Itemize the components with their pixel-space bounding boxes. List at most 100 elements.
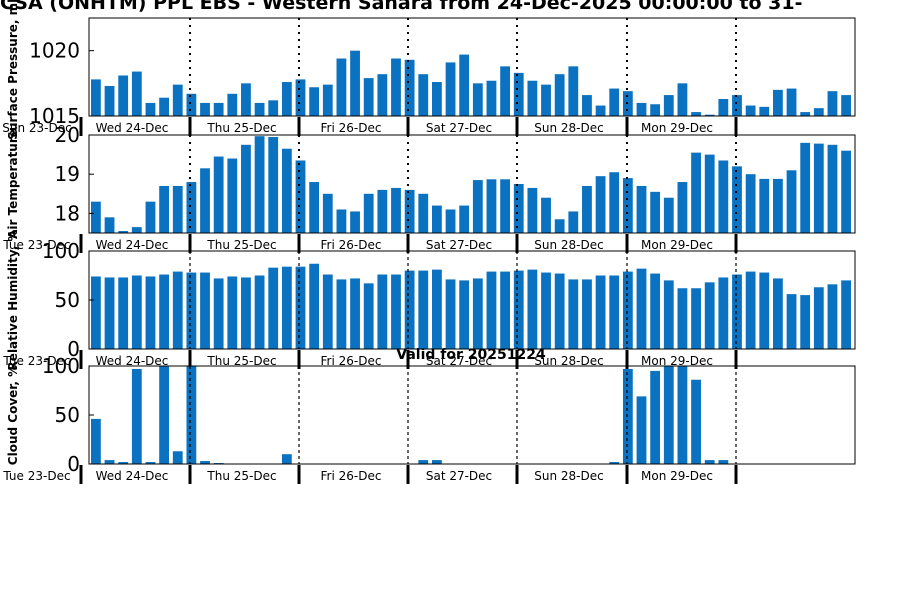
bar [459, 205, 470, 233]
bar [691, 379, 701, 464]
x-tick-label: Mon 29-Dec [641, 469, 713, 483]
x-tick-label: Mon 29-Dec [641, 238, 713, 252]
bar [568, 66, 579, 116]
bar [759, 272, 770, 349]
bar [227, 158, 238, 233]
bar [622, 271, 633, 349]
bar [677, 288, 688, 349]
bar [541, 197, 551, 233]
bar [650, 273, 661, 349]
x-tick-label: Fri 26-Dec [321, 354, 382, 368]
bar [377, 274, 388, 349]
y-tick-label: 18 [55, 201, 80, 225]
bar [773, 178, 783, 233]
bar [281, 82, 292, 116]
bar [486, 271, 497, 349]
bar [718, 277, 729, 349]
bar [691, 288, 701, 349]
bar [377, 74, 388, 116]
bar [172, 84, 183, 116]
bar [200, 168, 210, 233]
bar [609, 275, 620, 349]
bar [363, 193, 374, 233]
x-tick-label: Fri 26-Dec [321, 121, 382, 135]
bar [118, 462, 129, 464]
x-tick-label: Tue 23-Dec [2, 354, 70, 368]
bar [650, 104, 661, 116]
y-tick-label: 1020 [29, 39, 80, 63]
bar [786, 88, 797, 116]
bar [200, 272, 210, 349]
bar [322, 193, 333, 233]
bar [513, 72, 524, 116]
panel-2: 18 19 20 Tue 23-Dec Wed 24-Dec Thu 25-Dec Fri … [2, 123, 856, 253]
x-tick-label: Sat 27-Dec [426, 469, 492, 483]
bar [159, 185, 169, 233]
x-tick-label: Tue 23-Dec [2, 238, 70, 252]
bar [677, 83, 688, 116]
bar [350, 50, 360, 116]
bar [663, 95, 674, 116]
bar [704, 114, 715, 116]
bar [432, 269, 442, 349]
bar [718, 99, 729, 116]
bar [104, 460, 115, 464]
bar [295, 160, 306, 233]
chart-title: CSA (ONHTM) PPL EBS - Western Sahara fro… [0, 0, 803, 14]
bar [773, 89, 783, 116]
bar [472, 278, 483, 349]
bar [691, 112, 701, 116]
x-tick-label: Sat 27-Dec [426, 238, 492, 252]
bar [500, 271, 510, 349]
bar [582, 279, 592, 349]
chart-subtitle: Valid for 20251224 [396, 347, 546, 363]
bar [704, 154, 715, 233]
x-tick-label: Sun 28-Dec [534, 469, 603, 483]
bar [609, 88, 620, 116]
bar [663, 280, 674, 349]
bar [595, 105, 606, 116]
x-tick-label: Thu 25-Dec [206, 238, 276, 252]
bar [91, 79, 101, 116]
bar [404, 189, 415, 233]
bar [281, 148, 292, 233]
bar [241, 83, 251, 116]
plot-frame [88, 134, 856, 234]
bar [118, 75, 129, 116]
bar [554, 219, 565, 233]
bar [377, 189, 388, 233]
bar [650, 191, 661, 233]
bar [786, 294, 797, 349]
bar [622, 368, 633, 464]
y-tick-label: 100 [42, 354, 80, 378]
bar [582, 95, 592, 116]
bar [118, 231, 129, 233]
bar [404, 59, 415, 116]
plot-frame [88, 17, 856, 117]
bar [800, 112, 811, 116]
x-tick-label: Tue 23-Dec [2, 469, 70, 483]
bar [595, 275, 606, 349]
bar [841, 150, 851, 233]
x-tick-label: Wed 24-Dec [96, 354, 169, 368]
x-tick-label: Wed 24-Dec [96, 238, 169, 252]
x-tick-label: Thu 25-Dec [206, 469, 276, 483]
bar [432, 460, 442, 464]
bar [241, 277, 251, 349]
bar [104, 277, 115, 349]
bar [295, 266, 306, 349]
bar [309, 182, 320, 233]
bar [104, 217, 115, 233]
chart-panels: 1015 1020 Sun 23-Dec Wed 24-Dec Thu 25-Dec Fr… [2, 0, 856, 484]
bar [172, 185, 183, 233]
bar [159, 274, 169, 349]
bar [663, 366, 674, 464]
bar [445, 62, 456, 116]
bar [241, 144, 251, 233]
bar [745, 271, 756, 349]
bar [131, 275, 142, 349]
bar [281, 266, 292, 349]
bar [145, 102, 156, 116]
bar [418, 270, 429, 349]
bar [186, 93, 197, 116]
